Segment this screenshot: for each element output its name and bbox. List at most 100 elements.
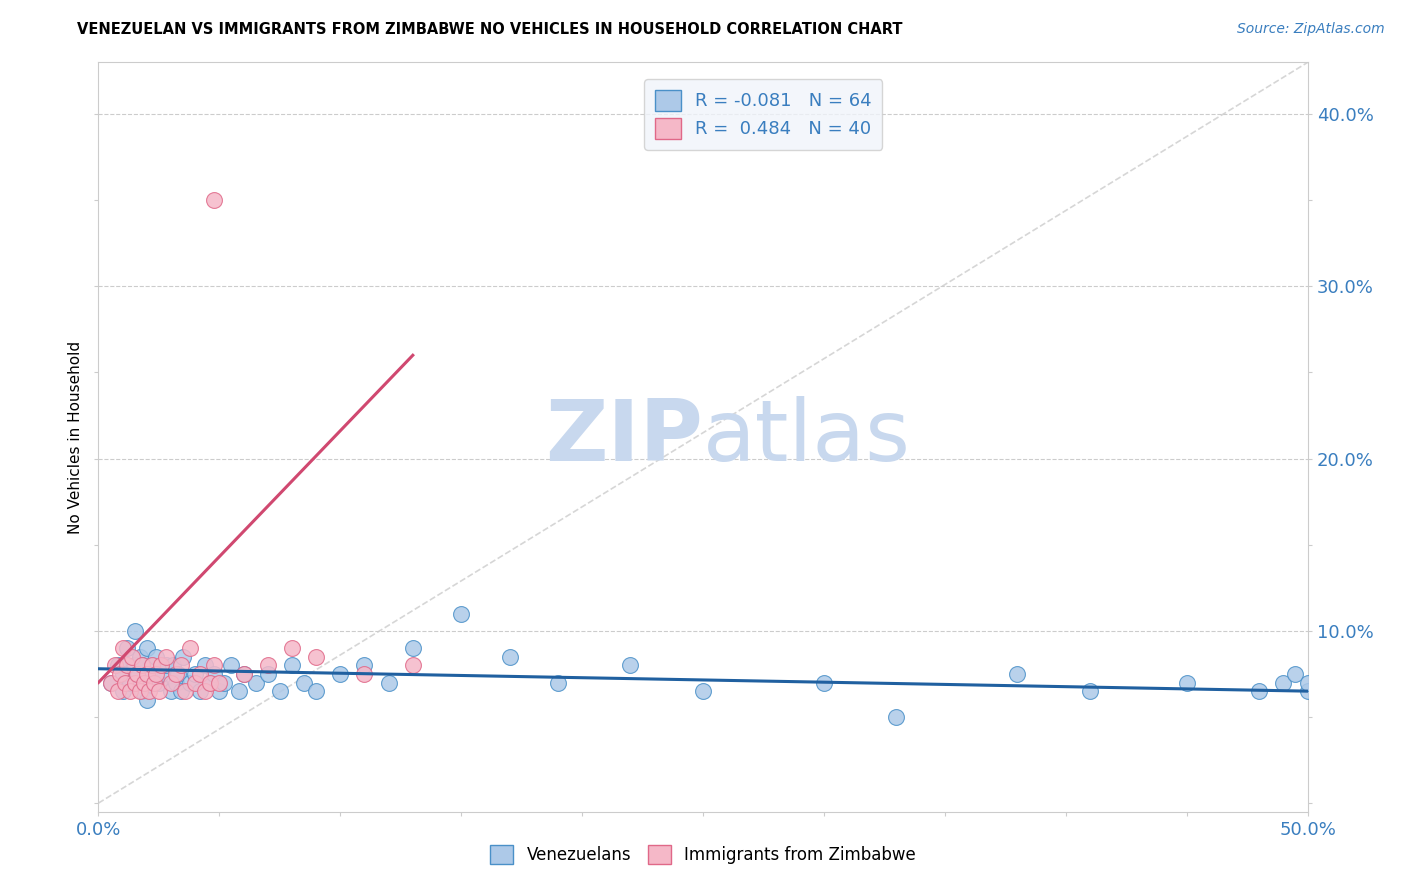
- Point: [1078, 684, 1101, 698]
- Point: [188, 667, 211, 681]
- Point: [212, 675, 235, 690]
- Point: [118, 675, 141, 690]
- Point: [204, 667, 226, 681]
- Point: [138, 684, 160, 698]
- Text: Source: ZipAtlas.com: Source: ZipAtlas.com: [1237, 22, 1385, 37]
- Point: [127, 667, 149, 681]
- Point: [167, 667, 190, 681]
- Point: [269, 684, 291, 698]
- Point: [155, 649, 177, 664]
- Point: [256, 667, 278, 681]
- Point: [124, 675, 146, 690]
- Point: [107, 658, 129, 673]
- Point: [172, 649, 194, 664]
- Point: [281, 641, 304, 656]
- Point: [813, 675, 835, 690]
- Point: [353, 667, 375, 681]
- Point: [134, 675, 156, 690]
- Point: [194, 684, 217, 698]
- Point: [198, 675, 221, 690]
- Point: [143, 675, 166, 690]
- Point: [232, 667, 254, 681]
- Text: ZIP: ZIP: [546, 395, 703, 479]
- Point: [131, 658, 153, 673]
- Point: [128, 684, 150, 698]
- Point: [100, 675, 122, 690]
- Point: [124, 658, 146, 673]
- Point: [148, 684, 170, 698]
- Point: [150, 667, 173, 681]
- Point: [155, 658, 177, 673]
- Point: [111, 641, 134, 656]
- Point: [232, 667, 254, 681]
- Point: [121, 649, 143, 664]
- Point: [194, 658, 217, 673]
- Point: [1175, 675, 1198, 690]
- Point: [165, 667, 187, 681]
- Point: [305, 684, 328, 698]
- Point: [118, 684, 141, 698]
- Point: [131, 684, 153, 698]
- Point: [886, 710, 908, 724]
- Point: [135, 641, 157, 656]
- Y-axis label: No Vehicles in Household: No Vehicles in Household: [67, 341, 83, 533]
- Point: [1249, 684, 1271, 698]
- Point: [108, 667, 131, 681]
- Point: [135, 667, 157, 681]
- Point: [150, 658, 173, 673]
- Point: [135, 692, 157, 706]
- Point: [353, 658, 375, 673]
- Point: [117, 641, 139, 656]
- Point: [198, 675, 221, 690]
- Point: [256, 658, 278, 673]
- Point: [188, 684, 211, 698]
- Point: [245, 675, 267, 690]
- Point: [169, 684, 191, 698]
- Point: [107, 684, 129, 698]
- Point: [104, 658, 127, 673]
- Point: [619, 658, 641, 673]
- Point: [143, 675, 166, 690]
- Point: [221, 658, 243, 673]
- Point: [547, 675, 569, 690]
- Point: [305, 649, 328, 664]
- Point: [204, 658, 226, 673]
- Point: [292, 675, 315, 690]
- Point: [145, 649, 167, 664]
- Point: [329, 667, 352, 681]
- Point: [377, 675, 399, 690]
- Point: [179, 641, 201, 656]
- Point: [204, 193, 226, 207]
- Point: [402, 641, 425, 656]
- Point: [114, 675, 136, 690]
- Point: [402, 658, 425, 673]
- Point: [281, 658, 304, 673]
- Point: [1296, 675, 1319, 690]
- Point: [184, 667, 207, 681]
- Point: [141, 658, 163, 673]
- Point: [1284, 667, 1306, 681]
- Point: [1296, 684, 1319, 698]
- Point: [138, 667, 160, 681]
- Point: [1272, 675, 1295, 690]
- Point: [208, 675, 231, 690]
- Point: [100, 675, 122, 690]
- Point: [692, 684, 714, 698]
- Point: [450, 607, 472, 621]
- Point: [117, 658, 139, 673]
- Point: [124, 624, 146, 638]
- Point: [208, 684, 231, 698]
- Point: [169, 658, 191, 673]
- Point: [131, 658, 153, 673]
- Point: [160, 675, 183, 690]
- Text: atlas: atlas: [703, 395, 911, 479]
- Point: [127, 667, 149, 681]
- Point: [1007, 667, 1029, 681]
- Legend: Venezuelans, Immigrants from Zimbabwe: Venezuelans, Immigrants from Zimbabwe: [484, 838, 922, 871]
- Point: [148, 675, 170, 690]
- Point: [162, 658, 184, 673]
- Point: [498, 649, 520, 664]
- Text: VENEZUELAN VS IMMIGRANTS FROM ZIMBABWE NO VEHICLES IN HOUSEHOLD CORRELATION CHAR: VENEZUELAN VS IMMIGRANTS FROM ZIMBABWE N…: [77, 22, 903, 37]
- Point: [145, 667, 167, 681]
- Point: [141, 658, 163, 673]
